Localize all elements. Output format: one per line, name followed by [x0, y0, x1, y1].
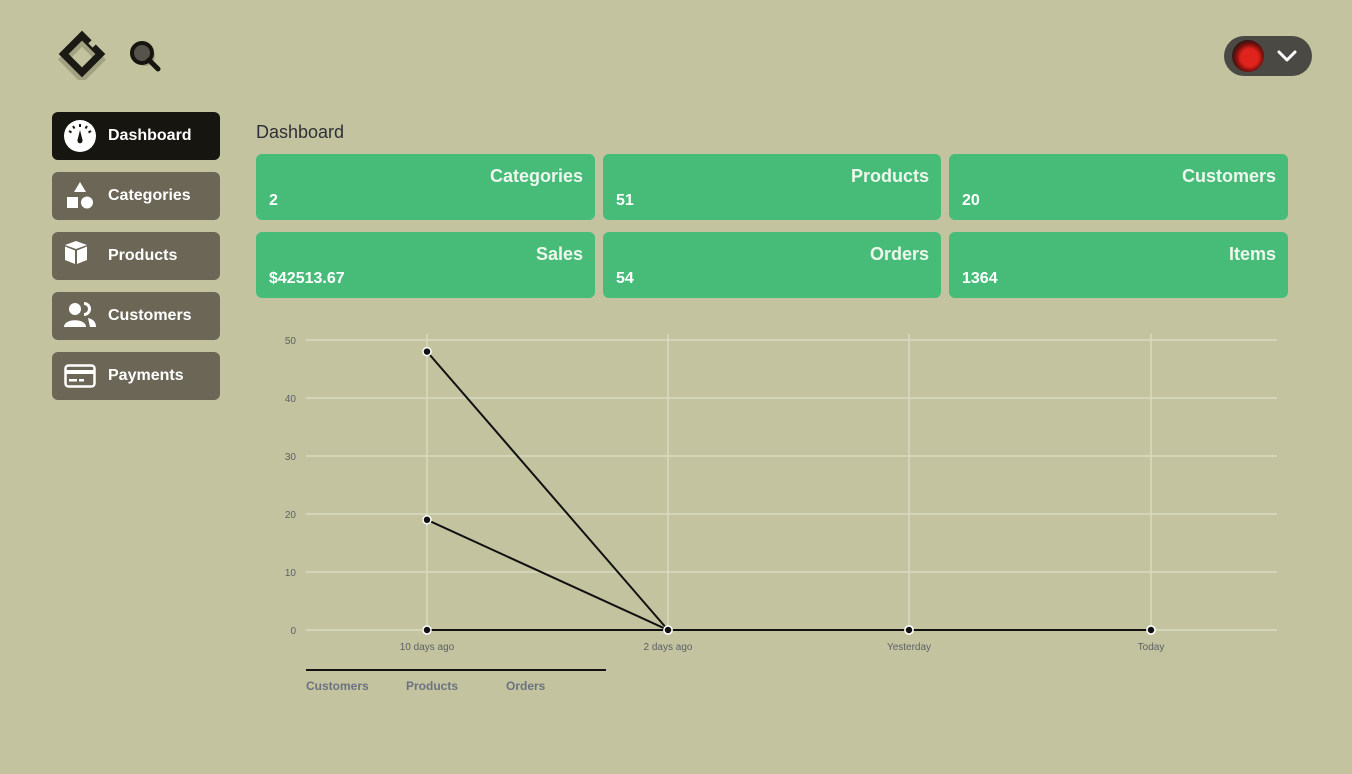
stat-value: 2: [269, 192, 278, 209]
stat-card-categories: Categories 2: [256, 154, 595, 220]
speedometer-icon: [64, 120, 96, 152]
stat-card-orders: Orders 54: [603, 232, 941, 298]
page-title: Dashboard: [256, 122, 345, 142]
y-tick-label: 30: [285, 452, 297, 463]
user-menu[interactable]: [1224, 36, 1312, 76]
stat-value: $42513.67: [269, 270, 345, 287]
data-point-orders: [663, 625, 673, 635]
stat-card-sales: Sales $42513.67: [256, 232, 595, 298]
x-tick-label: 2 days ago: [644, 642, 693, 653]
sidebar-item-label: Categories: [108, 187, 191, 204]
sidebar-item-label: Payments: [108, 367, 184, 384]
data-point-orders: [904, 625, 914, 635]
x-tick-label: 10 days ago: [400, 642, 455, 653]
legend-item-orders[interactable]: Orders: [506, 679, 546, 693]
legend-item-customers[interactable]: Customers: [306, 679, 369, 693]
shapes-icon: [67, 182, 93, 209]
x-tick-label: Yesterday: [887, 642, 931, 653]
sidebar-item-label: Dashboard: [108, 127, 192, 144]
sidebar-item-label: Customers: [108, 307, 192, 324]
data-point-customers: [422, 515, 432, 525]
sidebar: Dashboard Categories Products: [52, 112, 220, 412]
series-line-customers: [426, 518, 1151, 631]
stat-card-items: Items 1364: [949, 232, 1288, 298]
credit-card-icon: [64, 364, 96, 388]
sidebar-item-dashboard[interactable]: Dashboard: [52, 112, 220, 160]
stat-label: Customers: [1181, 166, 1276, 186]
stat-value: 54: [616, 270, 634, 287]
users-icon: [64, 302, 96, 327]
stat-value: 1364: [962, 270, 998, 287]
data-point-orders: [1146, 625, 1156, 635]
stat-label: Orders: [869, 244, 929, 264]
box-icon: [65, 241, 87, 264]
search-button[interactable]: [124, 38, 170, 76]
y-tick-label: 40: [285, 394, 297, 405]
sidebar-item-customers[interactable]: Customers: [52, 292, 220, 340]
search-icon: [130, 41, 161, 72]
y-tick-label: 10: [285, 568, 297, 579]
x-tick-label: Today: [1138, 642, 1165, 653]
sidebar-item-products[interactable]: Products: [52, 232, 220, 280]
data-point-products: [422, 346, 432, 357]
legend-item-products[interactable]: Products: [406, 679, 459, 693]
chevron-down-icon: [1277, 50, 1297, 62]
sidebar-item-payments[interactable]: Payments: [52, 352, 220, 400]
diamond-logo[interactable]: [52, 30, 112, 84]
sidebar-item-label: Products: [108, 247, 178, 264]
stat-value: 51: [616, 192, 634, 209]
stat-value: 20: [962, 192, 980, 209]
y-tick-label: 50: [285, 336, 297, 347]
stat-label: Categories: [489, 166, 583, 186]
stat-label: Items: [1228, 244, 1276, 264]
stat-card-products: Products 51: [603, 154, 941, 220]
stat-card-customers: Customers 20: [949, 154, 1288, 220]
sidebar-item-categories[interactable]: Categories: [52, 172, 220, 220]
avatar: [1232, 40, 1264, 72]
series-line-products: [426, 350, 1151, 631]
stat-label: Products: [850, 166, 929, 186]
stat-label: Sales: [535, 244, 583, 264]
y-tick-label: 20: [285, 510, 297, 521]
y-tick-label: 0: [290, 626, 296, 637]
legend-divider: [306, 669, 606, 671]
data-point-orders: [422, 625, 432, 635]
